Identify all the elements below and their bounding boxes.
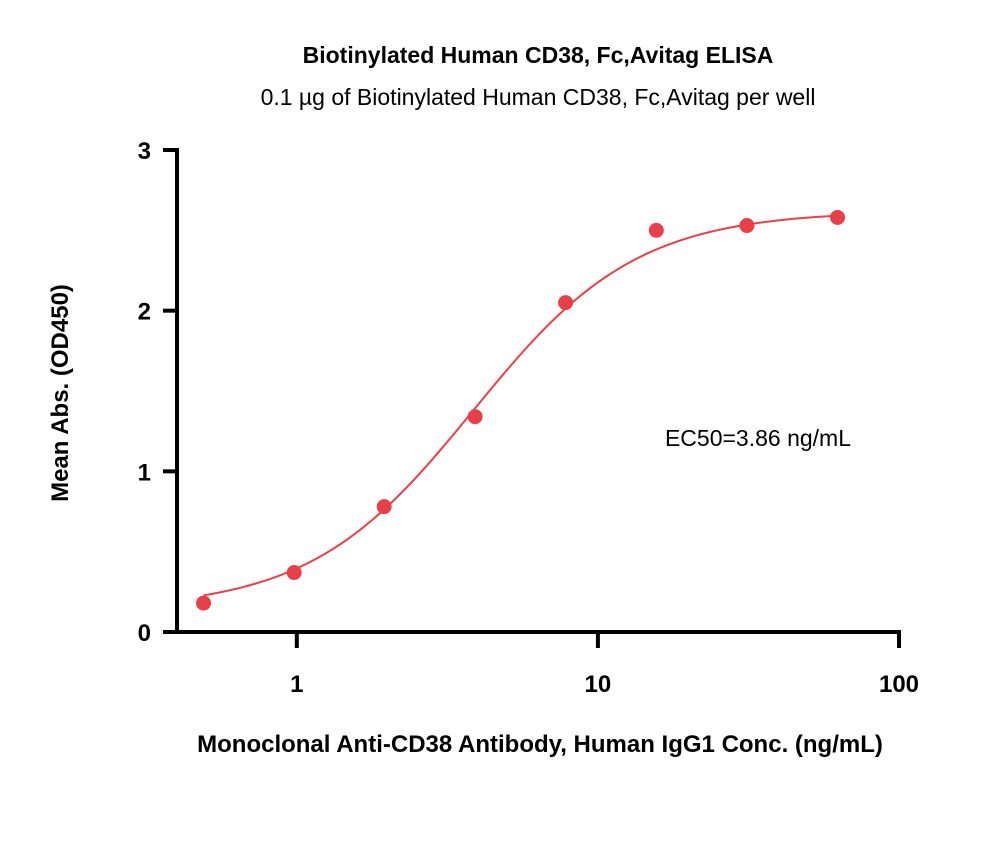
chart-title: Biotinylated Human CD38, Fc,Avitag ELISA (303, 42, 774, 68)
axes (163, 148, 901, 648)
x-tick-label: 10 (585, 671, 612, 698)
y-tick-label: 1 (138, 459, 151, 486)
y-axis-title: Mean Abs. (OD450) (47, 284, 74, 502)
data-point (648, 222, 664, 238)
chart-subtitle: 0.1 µg of Biotinylated Human CD38, Fc,Av… (261, 84, 816, 110)
data-point (467, 409, 483, 425)
x-axis-title: Monoclonal Anti-CD38 Antibody, Human IgG… (197, 731, 883, 758)
y-tick-label: 0 (138, 620, 151, 647)
fit-curve (203, 214, 838, 597)
data-point (376, 499, 392, 515)
data-point (286, 565, 302, 581)
tick-labels: 0 1 2 3 1 10 100 (138, 138, 919, 698)
data-point (196, 595, 212, 611)
data-point (830, 209, 846, 225)
x-tick-label: 100 (879, 671, 919, 698)
y-tick-label: 3 (138, 138, 151, 165)
x-tick-label: 1 (290, 671, 303, 698)
ec50-annotation: EC50=3.86 ng/mL (665, 425, 851, 451)
data-points (196, 209, 846, 611)
data-point (558, 295, 574, 311)
data-point (739, 218, 755, 234)
y-tick-label: 2 (138, 299, 151, 326)
